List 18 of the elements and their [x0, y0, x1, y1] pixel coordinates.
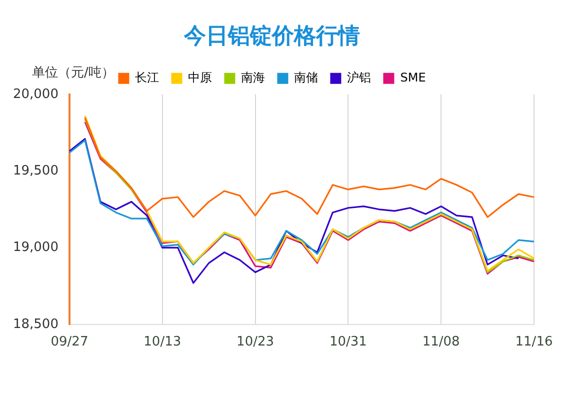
- x-tick-label: 10/23: [236, 334, 274, 350]
- legend-label: 长江: [135, 70, 160, 85]
- x-tick-label: 11/16: [515, 334, 553, 350]
- x-tick-label: 10/13: [144, 334, 182, 350]
- legend-label: 南储: [294, 70, 318, 85]
- x-tick-label: 10/31: [329, 334, 367, 350]
- x-tick-label: 11/08: [422, 334, 460, 350]
- y-tick-label: 18,500: [12, 316, 58, 332]
- legend-label: 南海: [241, 70, 266, 85]
- legend-label: 中原: [188, 70, 212, 85]
- legend-label: SME: [400, 70, 426, 85]
- chart-title: 今日铝锭价格行情: [183, 24, 360, 49]
- y-tick-label: 20,000: [12, 86, 58, 102]
- legend-label: 沪铝: [347, 70, 372, 85]
- y-tick-label: 19,500: [12, 163, 58, 178]
- y-axis-title: 单位（元/吨）: [32, 65, 114, 80]
- x-tick-label: 09/27: [50, 334, 88, 350]
- y-tick-label: 19,000: [12, 240, 58, 256]
